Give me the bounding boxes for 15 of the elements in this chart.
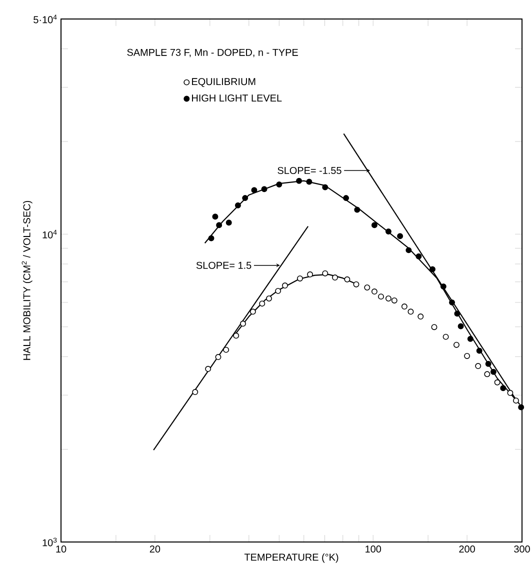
y-axis-title: HALL MOBILITY (CM$^{2}$ / VOLT-SEC) <box>22 200 32 360</box>
annotation: SAMPLE 73 F, Mn - DOPED, n - TYPE <box>127 48 298 58</box>
annotation: SLOPE= -1.55 <box>278 166 342 174</box>
legend-label: EQUILIBRIUM <box>192 78 256 87</box>
x-tick-label: 10 <box>56 546 66 553</box>
x-tick-label: 20 <box>150 546 160 553</box>
x-tick-label: 200 <box>459 546 475 553</box>
x-tick-label: 100 <box>366 546 382 553</box>
x-axis-title: TEMPERATURE (°K) <box>244 553 338 563</box>
y-tick-label: 10$^{4}$ <box>42 230 57 238</box>
annotation: SLOPE= 1.5 <box>196 262 252 269</box>
y-tick-label: 10$^{3}$ <box>42 538 57 546</box>
legend-label: HIGH LIGHT LEVEL <box>192 94 282 102</box>
x-tick-label: 300 <box>514 546 530 553</box>
y-tick-label: 5·10$^{4}$ <box>34 14 57 24</box>
